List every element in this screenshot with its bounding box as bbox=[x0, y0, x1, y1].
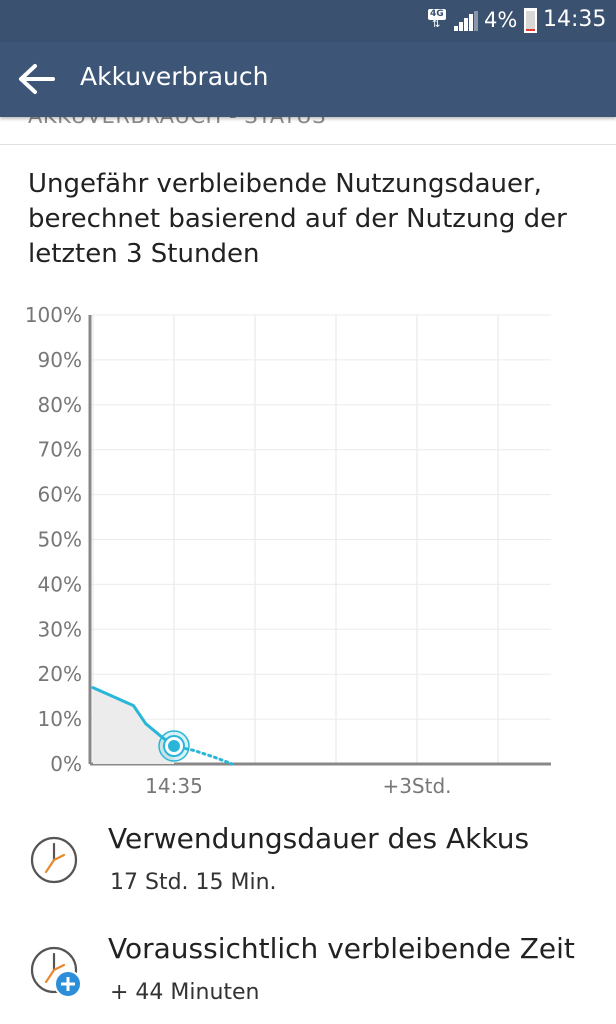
data-transfer-icon: ⇅ bbox=[432, 19, 441, 30]
y-tick-label: 100% bbox=[25, 303, 82, 327]
remaining-time-label: Voraussichtlich verbleibende Zeit bbox=[108, 932, 575, 965]
status-bar: 4G ⇅ 4% 14:35 bbox=[0, 0, 616, 42]
usage-duration-label: Verwendungsdauer des Akkus bbox=[108, 822, 530, 855]
arrow-left-icon[interactable] bbox=[18, 62, 56, 96]
y-tick-label: 10% bbox=[38, 707, 82, 731]
battery-icon bbox=[524, 8, 537, 33]
y-tick-label: 90% bbox=[38, 348, 82, 372]
y-tick-label: 70% bbox=[38, 438, 82, 462]
usage-area bbox=[93, 687, 174, 764]
projected-series-line bbox=[172, 744, 234, 766]
x-tick-label: 14:35 bbox=[145, 774, 203, 798]
y-tick-label: 40% bbox=[38, 572, 82, 596]
signal-strength-icon bbox=[454, 11, 478, 31]
network-4g-icon: 4G ⇅ bbox=[428, 9, 450, 31]
x-tick-label: +3Std. bbox=[382, 774, 451, 798]
app-bar: Akkuverbrauch bbox=[0, 42, 616, 117]
battery-percentage: 4% bbox=[484, 8, 518, 32]
status-clock: 14:35 bbox=[543, 7, 607, 32]
current-point bbox=[168, 740, 180, 753]
clock-icon bbox=[28, 832, 82, 886]
battery-usage-chart: 100% 90% 80% 70% 60% 50% 40% 30% 20% 10% 0% 14:35 +3… bbox=[25, 303, 551, 798]
y-tick-label: 20% bbox=[38, 662, 82, 686]
y-tick-label: 80% bbox=[38, 393, 82, 417]
usage-series-line bbox=[91, 686, 176, 748]
network-type-label: 4G bbox=[428, 9, 446, 20]
page-title: Akkuverbrauch bbox=[80, 62, 269, 91]
clock-plus-icon bbox=[28, 942, 82, 998]
y-tick-label: 50% bbox=[38, 528, 82, 552]
divider bbox=[0, 144, 616, 145]
description-text: Ungefähr verbleibende Nutzungsdauer, ber… bbox=[28, 169, 567, 269]
usage-duration-value: 17 Std. 15 Min. bbox=[110, 870, 277, 895]
remaining-time-value: + 44 Minuten bbox=[110, 980, 260, 1005]
y-tick-label: 0% bbox=[50, 752, 82, 776]
y-tick-label: 60% bbox=[38, 483, 82, 507]
y-tick-label: 30% bbox=[38, 617, 82, 641]
